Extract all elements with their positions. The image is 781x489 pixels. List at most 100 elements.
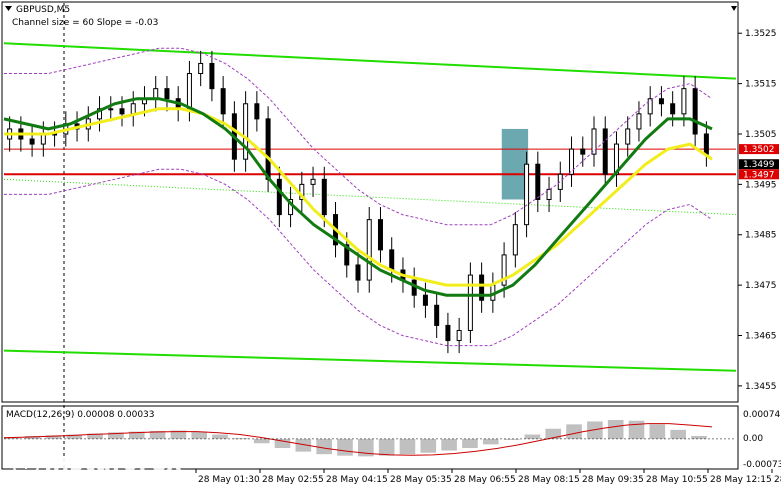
time-axis-label: 28 May 09:35: [582, 475, 644, 485]
time-axis-label: 28 May 13:35: [774, 475, 781, 485]
envelope-upper: [4, 47, 713, 226]
macd-histogram-bar: [628, 420, 645, 439]
moving-average-yellow: [4, 107, 713, 287]
price-axis-label: 1.3525: [745, 29, 777, 39]
channel-upper-line: [3, 42, 737, 80]
macd-histogram-bar: [316, 438, 332, 455]
logo-tagline: Instant Forex Trading: [46, 474, 162, 487]
time-axis-label: 28 May 05:35: [390, 475, 452, 485]
macd-tick-top: 0.00074: [743, 410, 780, 420]
candle-body: [569, 148, 575, 175]
candle-body: [254, 103, 260, 120]
candle-body: [501, 254, 507, 286]
main-plot-frame: [1, 1, 739, 403]
macd-histogram-bar: [545, 428, 562, 439]
candle-body: [625, 128, 631, 145]
chart-symbol: GBPUSD,M5: [16, 5, 70, 15]
candle-body: [647, 98, 653, 115]
candle-body: [546, 188, 552, 200]
time-axis-label: 28 May 10:55: [646, 475, 708, 485]
candle-body: [591, 128, 597, 155]
dropdown-triangle-icon[interactable]: [5, 6, 12, 11]
macd-histogram-bar: [524, 434, 541, 439]
candle-body: [377, 219, 383, 251]
candle-body: [456, 329, 462, 342]
candle-body: [108, 108, 114, 111]
candle-body: [658, 98, 664, 105]
candle-body: [692, 88, 698, 135]
logo-star-icon: [18, 453, 34, 469]
candle-body: [434, 304, 440, 326]
moving-average-green: [3, 97, 713, 297]
channel-lower-line: [3, 349, 737, 372]
instaforex-logo: instaforex Instant Forex Trading: [11, 446, 182, 487]
candle-body: [535, 163, 541, 200]
time-axis-label: 28 May 02:55: [262, 475, 324, 485]
time-axis-label: 28 May 08:15: [518, 475, 580, 485]
candle-body: [164, 88, 170, 100]
candle-body: [276, 178, 282, 216]
price-axis-label: 1.3495: [745, 180, 777, 190]
macd-histogram-bar: [87, 433, 103, 439]
macd-histogram-bar: [191, 431, 208, 439]
candle-body: [265, 118, 271, 180]
price-axis-label: 1.3515: [745, 80, 777, 90]
macd-histogram-bar: [212, 434, 228, 439]
macd-histogram-bar: [337, 438, 353, 456]
logo-circle-icon: [11, 446, 41, 476]
macd-signal-line: [3, 423, 713, 456]
logo-name: instaforex: [44, 448, 182, 476]
channel-middle-line: [3, 178, 737, 216]
candle-body: [29, 138, 35, 145]
macd-histogram-bar: [253, 438, 270, 444]
price-axis-label: 1.3475: [745, 281, 777, 291]
candle-body: [670, 103, 676, 115]
candle-body: [636, 113, 642, 130]
macd-histogram-bar: [399, 438, 416, 455]
candle-body: [524, 163, 530, 226]
time-axis-label: 28 May 06:55: [454, 475, 516, 485]
macd-histogram-bar: [462, 438, 478, 448]
candle-body: [422, 294, 428, 306]
candle-body: [557, 173, 563, 190]
candle-body: [580, 148, 586, 155]
macd-histogram-bar: [420, 438, 437, 453]
candle-body: [602, 128, 608, 175]
candle-body: [355, 264, 361, 281]
macd-tick-bottom: -0.00073: [743, 460, 781, 470]
macd-plot-frame: [1, 405, 739, 470]
macd-histogram-bar: [295, 438, 312, 452]
candle-body: [119, 108, 125, 115]
candle-body: [321, 178, 327, 216]
candle-body: [97, 108, 103, 120]
macd-histogram-bar: [274, 438, 291, 448]
candle-body: [209, 62, 215, 90]
scroll-arrow-icon[interactable]: [731, 6, 737, 11]
price-label-tag: [739, 144, 779, 155]
price-label-text: 1.3497: [743, 170, 775, 180]
candle-body: [445, 324, 451, 342]
macd-histogram-bar: [24, 436, 41, 439]
macd-label: MACD(12,26,9) 0.00008 0.00033: [6, 410, 155, 420]
price-label-tag: [739, 159, 779, 170]
macd-histogram-bar: [66, 434, 83, 439]
candle-body: [130, 103, 136, 115]
time-axis-label: 28 May 12:15: [710, 475, 772, 485]
envelope-lower: [4, 168, 713, 347]
macd-histogram-bar: [358, 438, 374, 457]
candle-body: [479, 274, 485, 301]
price-label-text: 1.3499: [743, 160, 775, 170]
candle-body: [344, 244, 350, 266]
macd-histogram-bar: [482, 438, 499, 445]
candle-body: [220, 88, 226, 115]
price-label-text: 1.3502: [743, 145, 775, 155]
candle-body: [703, 133, 709, 155]
macd-histogram-bar: [503, 438, 520, 440]
macd-histogram-bar: [441, 438, 457, 451]
macd-histogram-bar: [128, 431, 145, 439]
macd-histogram-bar: [378, 438, 395, 456]
macd-histogram-bar: [691, 436, 707, 439]
macd-histogram-bar: [108, 432, 124, 439]
